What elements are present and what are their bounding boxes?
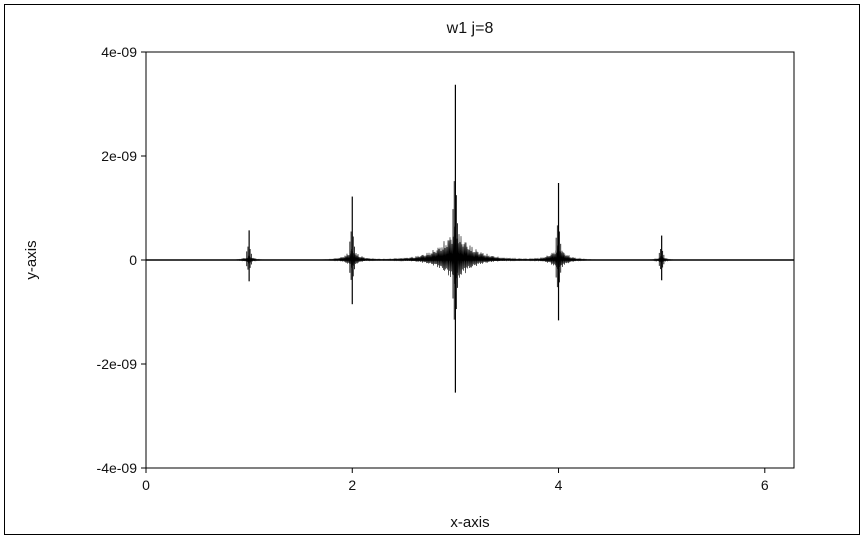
signal-series xyxy=(146,84,794,393)
x-tick-label: 6 xyxy=(761,477,769,493)
signal-trace xyxy=(146,226,794,284)
chart-frame xyxy=(4,4,860,535)
y-tick-label: -4e-09 xyxy=(97,460,138,476)
x-tick-label: 2 xyxy=(348,477,356,493)
y-tick-label: -2e-09 xyxy=(97,356,138,372)
y-tick-label: 0 xyxy=(129,252,137,268)
chart-title: w1 j=8 xyxy=(446,20,494,37)
x-tick-label: 4 xyxy=(555,477,563,493)
y-axis-label: y-axis xyxy=(23,240,40,279)
y-axis-ticks: -4e-09 -2e-09 0 2e-09 4e-09 xyxy=(97,44,146,476)
x-axis-ticks: 0 2 4 6 xyxy=(142,468,769,493)
y-tick-label: 4e-09 xyxy=(101,44,137,60)
y-tick-label: 2e-09 xyxy=(101,148,137,164)
x-axis-label: x-axis xyxy=(450,514,489,531)
x-tick-label: 0 xyxy=(142,477,150,493)
